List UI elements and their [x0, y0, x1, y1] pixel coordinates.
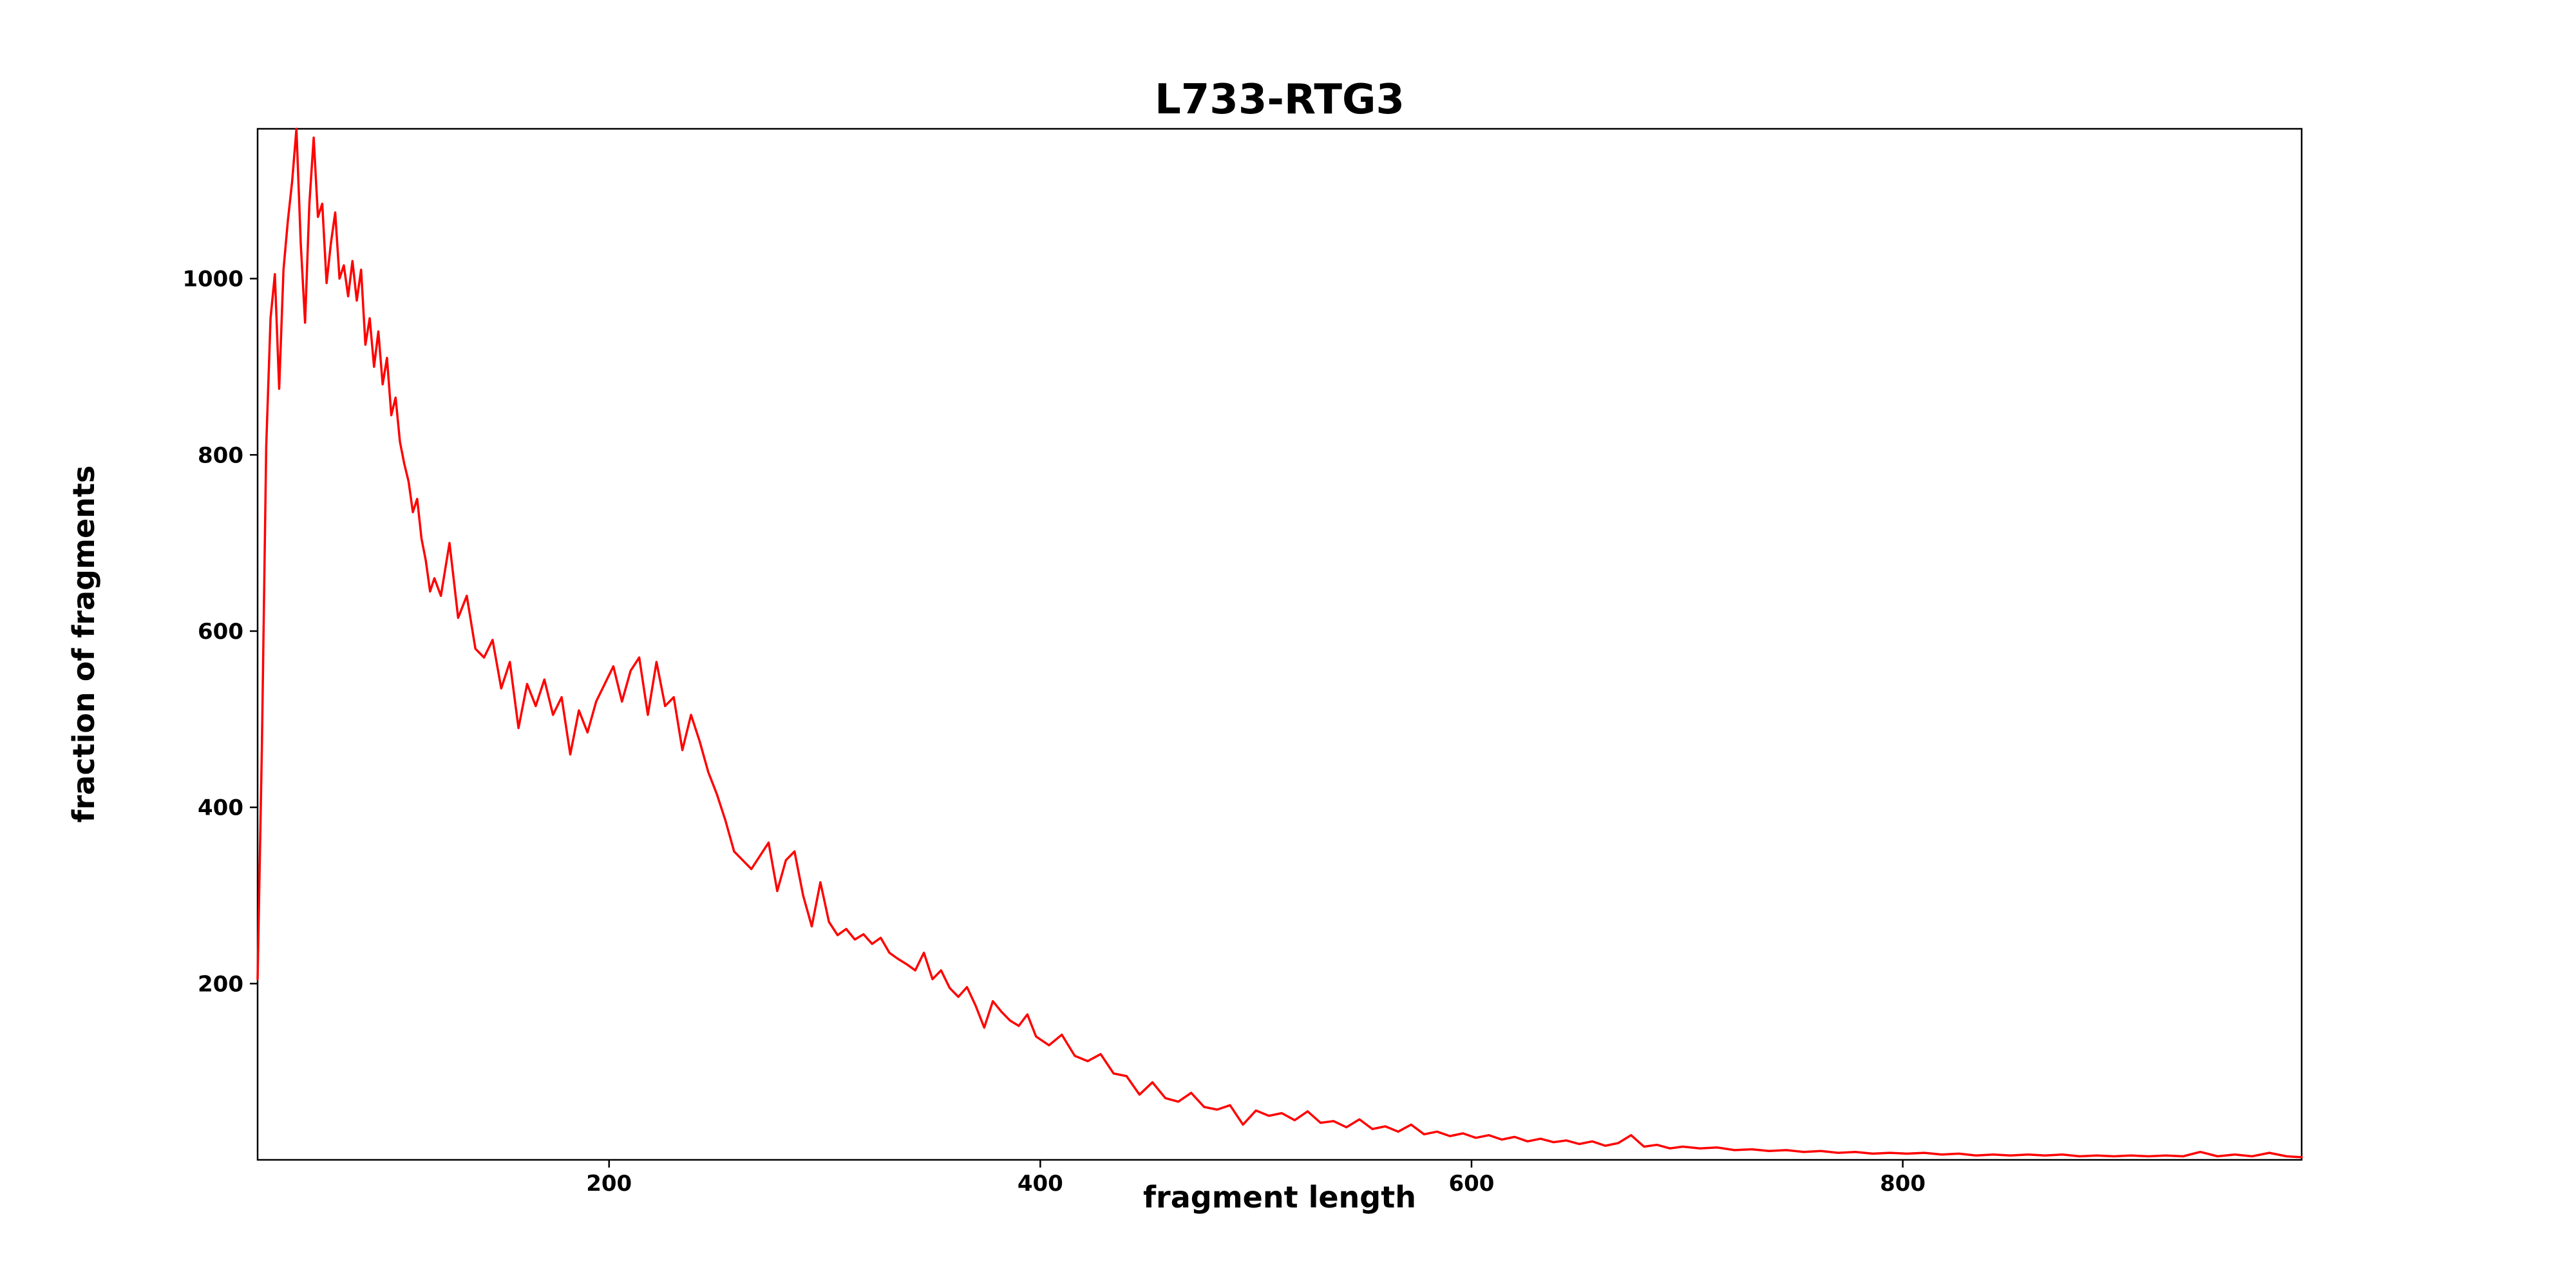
- x-tick-label: 200: [586, 1171, 632, 1197]
- y-tick-label: 600: [198, 619, 243, 645]
- y-axis-label: fraction of fragments: [66, 465, 101, 823]
- y-tick-label: 400: [198, 795, 243, 821]
- x-tick-label: 800: [1880, 1171, 1926, 1197]
- x-tick-label: 600: [1448, 1171, 1494, 1197]
- data-line: [256, 128, 2303, 1159]
- y-tick-label: 1000: [182, 267, 243, 292]
- line-layer: [256, 128, 2303, 1159]
- y-tick-label: 800: [198, 442, 243, 468]
- x-axis-label: fragment length: [1143, 1180, 1416, 1215]
- ticks-layer: 200 400 600 800 200 400 600 800 1000: [182, 267, 1926, 1197]
- x-tick-label: 400: [1018, 1171, 1063, 1197]
- chart-title: L733-RTG3: [1154, 76, 1405, 124]
- plot-area: [256, 128, 2303, 1161]
- y-tick-label: 200: [198, 971, 243, 997]
